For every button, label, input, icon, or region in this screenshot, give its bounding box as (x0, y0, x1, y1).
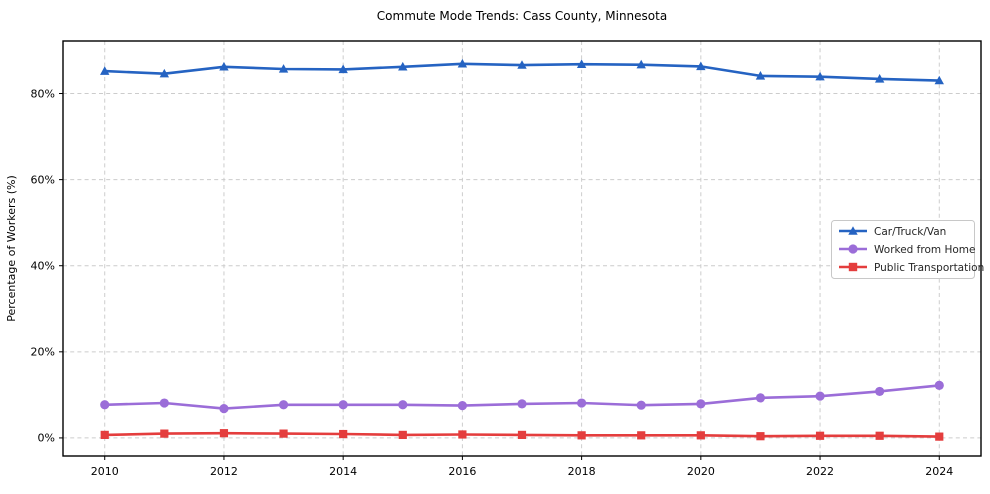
y-tick-label: 40% (31, 260, 55, 273)
series-public-transportation (100, 429, 944, 441)
y-tick-label: 60% (31, 173, 55, 186)
triangle-marker-icon (398, 61, 408, 71)
triangle-marker-icon (159, 68, 170, 78)
circle-marker-icon (755, 393, 766, 403)
y-tick-label: 80% (31, 87, 55, 100)
square-marker-icon (219, 429, 229, 438)
triangle-marker-icon (100, 66, 110, 75)
triangle-marker-icon (576, 59, 587, 68)
x-tick-label: 2020 (687, 465, 715, 478)
y-axis-label: Percentage of Workers (%) (5, 175, 18, 322)
triangle-marker-icon (755, 70, 766, 80)
circle-marker-icon (398, 400, 408, 410)
x-tick-label: 2012 (210, 465, 238, 478)
triangle-marker-icon (636, 59, 646, 69)
x-tick-label: 2022 (806, 465, 834, 478)
triangle-marker-icon (934, 75, 944, 85)
x-tick-label: 2010 (91, 465, 119, 478)
circle-marker-icon (278, 400, 289, 410)
circle-marker-icon (219, 404, 229, 414)
triangle-marker-icon (517, 60, 527, 69)
gridlines (63, 41, 981, 456)
legend-item-car-truck-van: Car/Truck/Van (839, 226, 946, 238)
triangle-marker-icon (815, 71, 825, 81)
triangle-marker-icon (457, 58, 468, 68)
series-layer (100, 58, 944, 441)
legend-item-worked-from-home: Worked from Home (839, 244, 975, 256)
triangle-marker-icon (219, 61, 229, 71)
legend-item-public-transportation: Public Transportation (839, 262, 984, 274)
circle-marker-icon (159, 398, 169, 408)
square-marker-icon (696, 431, 705, 440)
triangle-marker-icon (338, 64, 348, 74)
axis-ticks: 0% 20% 40% 60% 80% 2010 2012 2014 2016 2018 2020 20… (31, 87, 954, 478)
square-marker-icon (637, 431, 646, 440)
series-car-truck-van (100, 58, 944, 85)
circle-marker-icon (848, 244, 858, 254)
square-marker-icon (935, 432, 944, 441)
legend-label: Public Transportation (874, 262, 984, 274)
circle-marker-icon (577, 398, 587, 408)
legend-label: Car/Truck/Van (874, 226, 946, 238)
x-tick-label: 2014 (329, 465, 357, 478)
y-tick-label: 20% (31, 346, 55, 359)
legend-label: Worked from Home (874, 244, 975, 256)
y-tick-label: 0% (38, 432, 55, 445)
series-worked-from-home (100, 380, 944, 414)
square-marker-icon (577, 431, 586, 440)
x-tick-label: 2016 (448, 465, 476, 478)
square-marker-icon (458, 430, 467, 439)
circle-marker-icon (100, 400, 110, 410)
circle-marker-icon (636, 400, 646, 410)
square-marker-icon (756, 432, 765, 441)
plot-border (62, 40, 982, 457)
circle-marker-icon (934, 380, 944, 390)
triangle-marker-icon (874, 73, 885, 83)
square-marker-icon (339, 429, 348, 439)
legend-box (831, 220, 975, 279)
circle-marker-icon (696, 399, 706, 409)
legend: Car/Truck/Van Worked from Home Public Tr… (831, 220, 984, 279)
square-marker-icon (279, 429, 288, 438)
triangle-marker-icon (696, 61, 706, 71)
square-marker-icon (875, 431, 884, 440)
triangle-marker-icon (278, 64, 289, 73)
circle-marker-icon (338, 400, 348, 410)
triangle-marker-icon (848, 226, 858, 235)
square-marker-icon (160, 429, 169, 438)
circle-marker-icon (457, 401, 467, 411)
square-marker-icon (517, 430, 527, 440)
square-marker-icon (398, 430, 407, 440)
circle-marker-icon (815, 391, 825, 401)
circle-marker-icon (517, 399, 527, 409)
square-marker-icon (100, 430, 109, 440)
x-tick-label: 2024 (925, 465, 953, 478)
circle-marker-icon (875, 386, 885, 397)
chart-title: Commute Mode Trends: Cass County, Minnes… (377, 9, 667, 23)
square-marker-icon (815, 431, 825, 440)
x-tick-label: 2018 (568, 465, 596, 478)
square-marker-icon (848, 262, 858, 272)
